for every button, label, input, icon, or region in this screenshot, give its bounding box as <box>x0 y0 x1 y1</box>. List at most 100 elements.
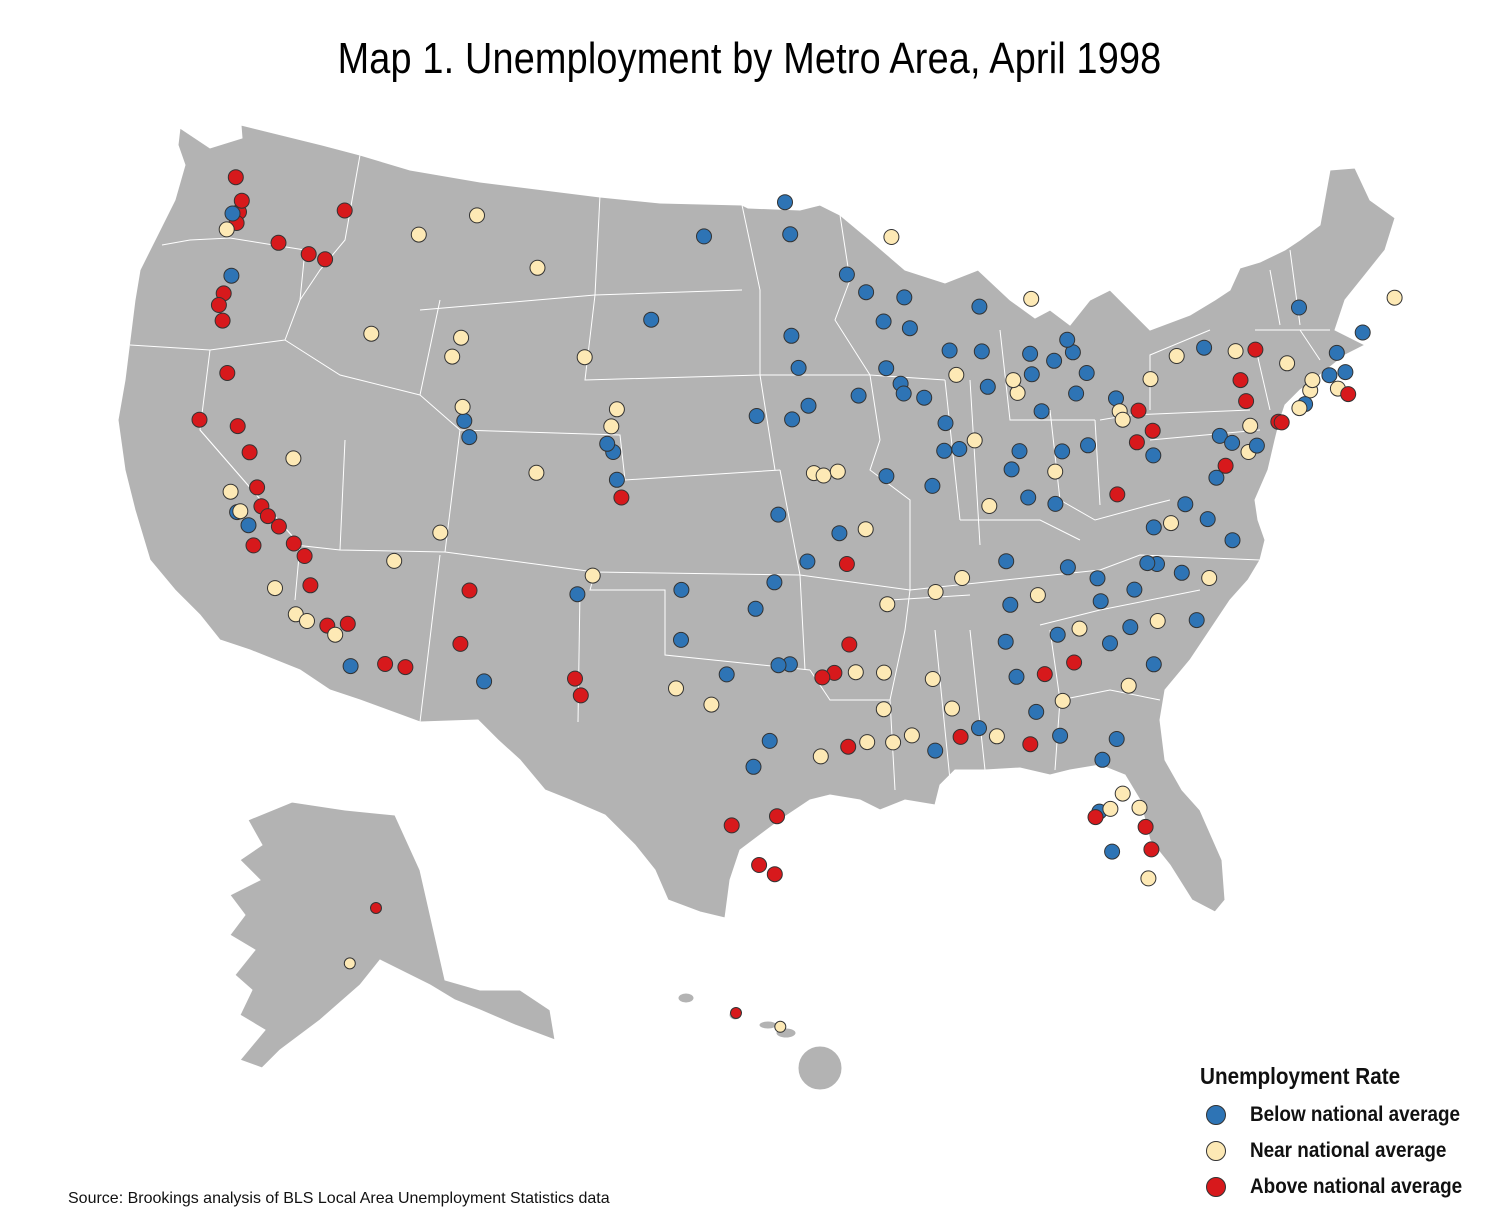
metro-dot-below <box>766 574 783 591</box>
metro-dot-near <box>703 696 720 713</box>
metro-dot-above <box>270 518 287 535</box>
metro-dot-near <box>1047 463 1064 480</box>
metro-dot-near <box>876 664 892 681</box>
metro-dot-near <box>608 401 625 418</box>
metro-dot-above <box>377 656 394 672</box>
metro-dot-below <box>1052 727 1069 744</box>
metro-dot-near <box>1279 355 1296 372</box>
metro-dot-near <box>1201 570 1218 586</box>
metro-dot-near <box>944 700 960 717</box>
metro-dot-near <box>218 221 235 238</box>
metro-dot-near <box>327 626 344 643</box>
metro-dot-below <box>951 441 968 457</box>
metro-dot-above <box>336 202 353 219</box>
metro-dot-above <box>219 365 236 381</box>
metro-dot-below <box>784 411 801 428</box>
metro-dot-above <box>452 635 469 652</box>
metro-dot-below <box>456 412 473 429</box>
metro-dot-near <box>1102 800 1119 817</box>
metro-dot-below <box>240 517 257 534</box>
metro-dot-below <box>858 284 875 301</box>
metro-dot-near <box>1023 290 1040 307</box>
legend-swatch-below <box>1206 1105 1226 1125</box>
metro-dot-near <box>1071 620 1088 637</box>
metro-dot-above <box>1128 434 1145 451</box>
metro-dot-below <box>599 435 616 452</box>
metro-dot-above <box>245 537 262 554</box>
metro-dot-below <box>1049 626 1066 643</box>
metro-dot-above <box>1137 818 1154 835</box>
source-note: Source: Brookings analysis of BLS Local … <box>68 1190 610 1207</box>
metro-dot-above <box>841 636 858 653</box>
legend-item-above: Above national average <box>1206 1174 1486 1200</box>
metro-dot-near <box>603 418 620 435</box>
metro-dot-below <box>1059 559 1076 576</box>
metro-dot-near <box>343 957 356 970</box>
metro-dot-above <box>233 192 250 209</box>
metro-dot-near <box>903 727 920 744</box>
legend-label-above: Above national average <box>1250 1175 1463 1198</box>
metro-dot-below <box>1145 656 1162 673</box>
metro-dot-below <box>1080 437 1096 454</box>
metro-dot-below <box>1059 331 1076 348</box>
metro-dot-below <box>979 378 996 395</box>
metro-dot-below <box>875 313 892 330</box>
metro-dot-near <box>1120 677 1137 694</box>
metro-dot-below <box>1011 443 1028 460</box>
metro-dot-below <box>838 266 855 283</box>
metro-dot-below <box>673 631 689 648</box>
metro-dot-above <box>1087 809 1104 826</box>
metro-dot-below <box>223 267 240 284</box>
metro-dot-below <box>770 657 787 674</box>
metro-dot-above <box>1036 666 1053 683</box>
metro-dot-below <box>901 320 918 337</box>
metro-dot-above <box>370 902 382 914</box>
metro-dot-near <box>857 521 874 538</box>
metro-dot-near <box>528 464 545 481</box>
metro-dot-above <box>1143 841 1160 858</box>
metro-dot-below <box>997 633 1014 650</box>
metro-dot-near <box>1304 372 1321 389</box>
metro-dot-below <box>1354 324 1371 341</box>
metro-dot-below <box>1199 511 1216 528</box>
legend-title: Unemployment Rate <box>1200 1063 1401 1089</box>
metro-dot-above <box>1232 372 1249 389</box>
metro-dot-near <box>847 664 864 681</box>
metro-dot-above <box>814 669 831 686</box>
metro-dot-near <box>981 498 998 514</box>
metro-dot-below <box>782 226 799 243</box>
metro-dot-above <box>572 687 589 704</box>
metro-dot-near <box>829 463 846 480</box>
legend-label-below: Below national average <box>1250 1103 1461 1126</box>
metro-dot-near <box>232 503 249 520</box>
metro-dot-near <box>774 1020 787 1033</box>
metro-dot-below <box>770 506 787 523</box>
metro-dot-near <box>299 613 315 629</box>
metro-dot-below <box>936 442 953 459</box>
metro-dot-below <box>1126 581 1143 598</box>
metro-dot-above <box>270 234 287 251</box>
metro-dot-near <box>285 450 302 467</box>
metro-dot-below <box>1328 344 1345 361</box>
metro-dot-below <box>1104 843 1121 860</box>
metro-dot-near <box>1114 411 1131 428</box>
legend-swatch-near <box>1206 1141 1226 1161</box>
metro-dot-below <box>1291 299 1307 316</box>
metro-dot-above <box>214 312 231 329</box>
legend-swatch-above <box>1206 1177 1226 1197</box>
metro-dot-below <box>1028 703 1045 720</box>
metro-dot-near <box>885 734 902 751</box>
metro-dot-below <box>1321 367 1338 384</box>
metro-dot-above <box>840 738 857 755</box>
metro-dot-near <box>222 483 239 500</box>
metro-dot-above <box>1340 386 1357 403</box>
metro-dot-below <box>1145 519 1162 536</box>
metro-dot-above <box>302 577 319 594</box>
metro-dot-above <box>613 489 630 506</box>
metro-dot-above <box>300 246 317 263</box>
metro-dot-below <box>973 343 990 360</box>
metro-dot-below <box>1003 461 1020 478</box>
metro-dot-above <box>1022 736 1039 753</box>
metro-dot-below <box>941 342 958 359</box>
metro-dot-below <box>1047 495 1064 512</box>
